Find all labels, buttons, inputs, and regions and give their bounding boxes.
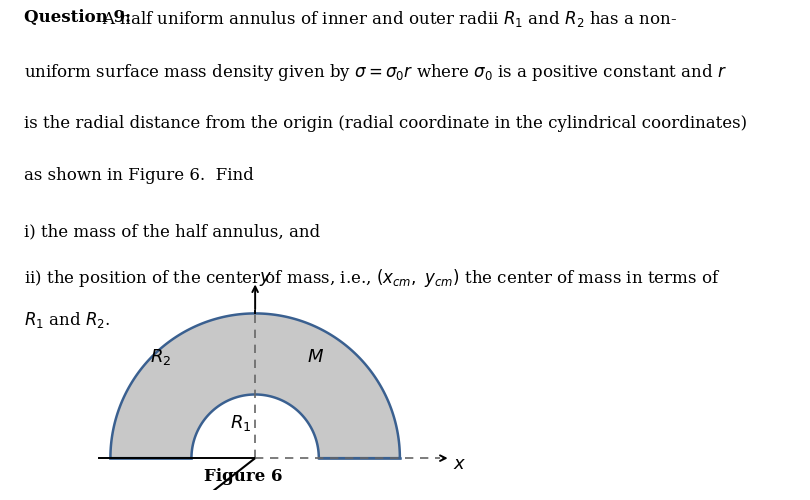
Text: Figure 6: Figure 6	[204, 468, 282, 485]
Text: $y$: $y$	[258, 270, 272, 287]
Text: $R_2$: $R_2$	[151, 347, 172, 367]
Text: ii) the position of the center of mass, i.e., $(x_{cm},\ y_{cm})$ the center of : ii) the position of the center of mass, …	[24, 266, 721, 288]
Text: as shown in Figure 6.  Find: as shown in Figure 6. Find	[24, 168, 254, 184]
Text: Question 9:: Question 9:	[24, 10, 131, 26]
Text: $R_1$: $R_1$	[230, 414, 251, 434]
Text: $R_1$ and $R_2$.: $R_1$ and $R_2$.	[24, 310, 111, 330]
Text: $M$: $M$	[308, 348, 325, 366]
Text: i) the mass of the half annulus, and: i) the mass of the half annulus, and	[24, 223, 321, 240]
Text: A half uniform annulus of inner and outer radii $R_1$ and $R_2$ has a non-: A half uniform annulus of inner and oute…	[102, 10, 677, 29]
Text: $x$: $x$	[453, 455, 466, 473]
Polygon shape	[110, 314, 400, 458]
Text: is the radial distance from the origin (radial coordinate in the cylindrical coo: is the radial distance from the origin (…	[24, 114, 748, 132]
Text: uniform surface mass density given by $\sigma = \sigma_0 r$ where $\sigma_0$ is : uniform surface mass density given by $\…	[24, 62, 727, 83]
